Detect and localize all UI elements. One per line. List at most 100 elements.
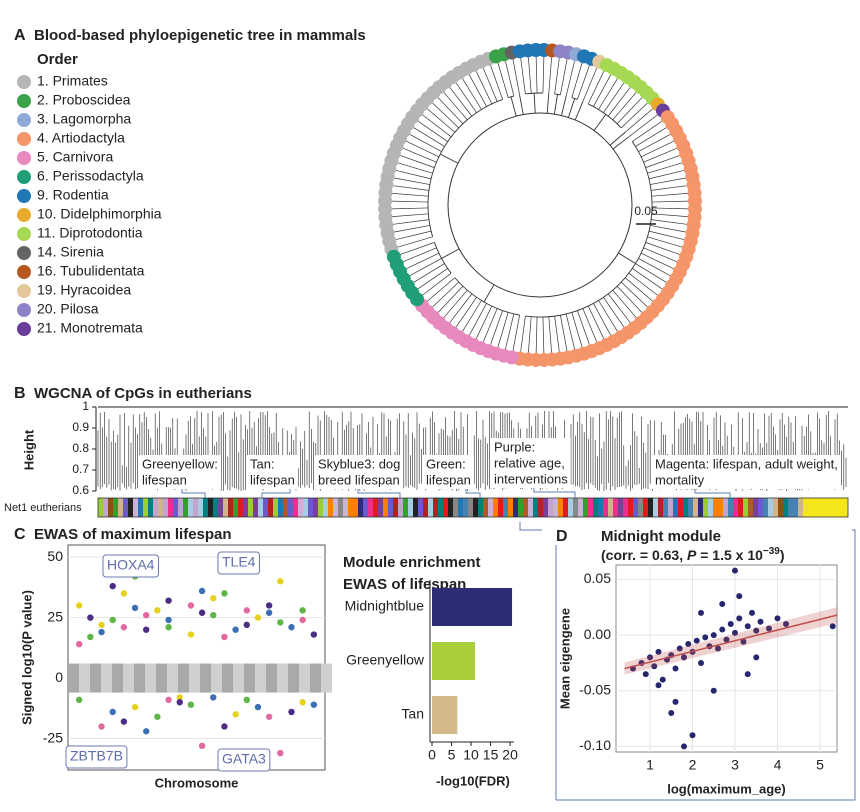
x-tick-label: 0 <box>428 747 436 763</box>
annotation-box <box>217 748 271 772</box>
module-stripe <box>673 498 679 517</box>
tree-branch <box>553 94 558 115</box>
point <box>187 701 195 708</box>
subtitle-part: −39 <box>763 546 780 557</box>
x-tick-label: 2 <box>689 757 697 773</box>
point <box>744 623 751 630</box>
module-stripe <box>328 498 334 517</box>
tree-branch <box>392 193 429 197</box>
tree-branch <box>650 219 687 225</box>
module-stripe <box>523 498 529 517</box>
point <box>98 723 105 730</box>
point <box>75 602 83 609</box>
module-stripe <box>318 498 324 517</box>
tree-branch <box>565 313 575 349</box>
tree-branch <box>650 225 686 233</box>
tree-branch <box>449 293 473 323</box>
y-tick-label: 0.05 <box>584 570 611 586</box>
module-stripe <box>643 498 649 517</box>
module-stripe <box>603 498 609 517</box>
null-band <box>211 663 222 693</box>
module-stripe <box>228 498 234 517</box>
tree-branch <box>618 252 636 264</box>
tree-branch <box>510 96 517 117</box>
null-band <box>299 663 310 693</box>
module-stripe <box>183 498 189 517</box>
legend-label: 16. Tubulidentata <box>37 263 145 279</box>
panel-letter: C <box>14 526 26 543</box>
tree-branch <box>417 268 448 290</box>
point <box>109 582 116 590</box>
tree-branch <box>519 94 524 115</box>
module-stripe <box>313 498 319 517</box>
y-tick-label: 0.6 <box>72 483 89 497</box>
module-stripe <box>108 498 114 517</box>
module-stripe <box>573 498 579 517</box>
point <box>265 713 273 720</box>
x-tick-label: 15 <box>483 747 499 763</box>
module-stripe <box>698 498 704 517</box>
legend-label: 3. Lagomorpha <box>37 111 131 127</box>
subtitle-part: (corr. = 0.63, <box>601 547 687 563</box>
module-stripe <box>553 498 559 517</box>
point <box>98 628 105 636</box>
point <box>702 634 709 641</box>
module-stripe <box>678 498 684 517</box>
legend-label: 4. Artiodactyla <box>37 130 125 146</box>
null-band <box>145 663 156 693</box>
point <box>783 620 789 627</box>
y-tick-label: Midnightblue <box>345 598 425 614</box>
panel-title: Blood-based phyloepigenetic tree in mamm… <box>34 27 366 44</box>
module-label-bg <box>315 455 404 489</box>
tree-branch <box>392 200 429 203</box>
null-band <box>167 663 178 693</box>
point <box>120 624 128 631</box>
tree-branch <box>628 114 658 138</box>
y-tick-label: 50 <box>47 548 63 564</box>
legend-swatch <box>17 189 31 203</box>
point <box>221 590 228 597</box>
point <box>221 723 228 730</box>
point <box>727 620 734 627</box>
module-stripe <box>613 498 619 517</box>
tree-branch <box>535 57 538 94</box>
module-stripe <box>178 498 184 517</box>
module-stripe <box>118 498 124 517</box>
module-stripe <box>593 498 599 517</box>
module-label: Greenyellow: <box>142 456 218 471</box>
legend-swatch <box>17 75 31 89</box>
point <box>165 696 172 704</box>
y-tick-label: 25 <box>47 608 63 624</box>
tree-branch <box>533 93 536 114</box>
tree-branch <box>497 312 509 348</box>
point <box>210 694 217 701</box>
tree-branch <box>475 305 493 339</box>
tree-branch <box>413 263 445 283</box>
tree-branch <box>571 312 583 348</box>
null-band <box>79 663 90 693</box>
module-stripe <box>548 498 554 517</box>
point <box>277 578 284 585</box>
tree-branch <box>525 141 653 318</box>
module-stripe <box>308 498 314 517</box>
module-stripe <box>383 498 389 517</box>
module-bar-frame <box>97 497 849 518</box>
tree-branch <box>561 95 567 116</box>
legend-swatch <box>17 265 31 279</box>
tree-branch <box>406 252 440 270</box>
point <box>651 663 658 670</box>
legend-swatch <box>17 227 31 241</box>
point <box>109 616 116 624</box>
legend-swatch <box>17 132 31 146</box>
point <box>668 710 675 717</box>
tree-branch <box>542 57 545 94</box>
point <box>131 703 139 711</box>
module-stripe <box>568 498 574 517</box>
module-label: Tan: <box>250 456 275 471</box>
tree-branch <box>397 162 433 174</box>
module-stripe <box>163 498 169 517</box>
tree-branch <box>422 114 452 138</box>
module-stripe <box>298 498 304 517</box>
tree-branch <box>603 297 625 328</box>
